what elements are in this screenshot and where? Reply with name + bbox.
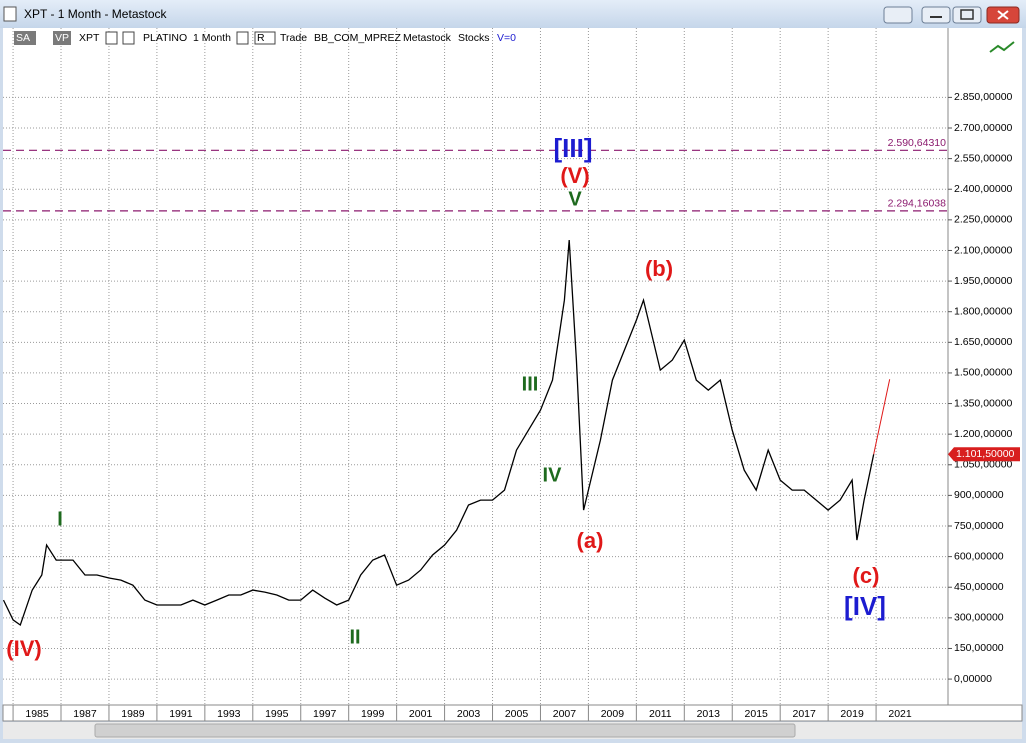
toolbar-button-bg[interactable] (14, 31, 36, 45)
toolbar-item[interactable]: BB_COM_MPREZ (314, 32, 402, 44)
wave-label: (c) (853, 563, 880, 588)
x-tick-label: 2021 (888, 708, 912, 720)
toolbar-item[interactable]: VP (55, 32, 69, 44)
y-tick-label: 0,00000 (954, 673, 992, 685)
y-tick-label: 1.350,00000 (954, 397, 1013, 409)
toolbar-icon[interactable] (989, 41, 1015, 53)
last-price-label: 1.101,50000 (956, 448, 1015, 460)
time-axis-panel (2, 704, 1023, 722)
wave-label: [III] (554, 133, 593, 163)
dropdown-box[interactable] (254, 31, 276, 45)
x-tick-label: 2009 (601, 708, 625, 720)
y-tick-label: 1.650,00000 (954, 336, 1013, 348)
toolbar: SA VP XPT PLATINO 1 Month R Trade BB_COM_MPREZ M… (14, 31, 516, 45)
x-tick-label: 2007 (553, 708, 577, 720)
wave-label: II (349, 626, 360, 648)
y-tick-label: 2.700,00000 (954, 122, 1013, 134)
toolbar-item[interactable]: SA (16, 32, 30, 44)
maximize-button[interactable] (952, 6, 982, 24)
y-tick-label: 1.500,00000 (954, 367, 1013, 379)
window-title: XPT - 1 Month - Metastock (24, 7, 167, 21)
y-tick-label: 2.400,00000 (954, 183, 1013, 195)
x-tick-label: 2005 (505, 708, 529, 720)
title-bar (0, 0, 1026, 28)
plot: 0,00000 150,00000 300,00000 450,00000 600,00… (2, 28, 1020, 721)
y-tick-label: 2.550,00000 (954, 152, 1013, 164)
x-tick-label: 1995 (265, 708, 289, 720)
x-tick-label: 1985 (25, 708, 49, 720)
wave-label: (IV) (6, 636, 41, 661)
y-tick-label: 750,00000 (954, 520, 1004, 532)
projection-line (873, 379, 891, 455)
toolbar-item[interactable]: R (257, 32, 265, 44)
y-tick-label: 1.800,00000 (954, 305, 1013, 317)
x-tick-label: 2003 (457, 708, 481, 720)
y-tick-label: 2.100,00000 (954, 244, 1013, 256)
toolbar-item[interactable]: 1 Month (193, 32, 231, 44)
y-tick-label: 1.950,00000 (954, 275, 1013, 287)
y-tick-label: 1.200,00000 (954, 428, 1013, 440)
x-tick-label: 2019 (840, 708, 864, 720)
wave-label: (V) (560, 163, 589, 188)
last-price-marker (948, 447, 1020, 462)
x-tick-label: 1989 (121, 708, 145, 720)
y-tick-label: 600,00000 (954, 550, 1004, 562)
value-axis-panel (948, 28, 1022, 705)
price-line (2, 240, 875, 627)
x-tick-label: 2013 (697, 708, 721, 720)
toolbar-item[interactable]: XPT (79, 32, 100, 44)
x-tick-label: 2011 (649, 708, 672, 720)
x-tick-label: 2017 (792, 708, 816, 720)
toolbar-item[interactable]: Trade (280, 32, 307, 44)
x-tick-label: 2001 (409, 708, 433, 720)
toolbar-item[interactable]: PLATINO (143, 32, 187, 44)
y-tick-label: 150,00000 (954, 642, 1004, 654)
dropdown-box[interactable] (105, 31, 118, 45)
wave-label: [IV] (844, 591, 886, 621)
y-tick-label: 900,00000 (954, 489, 1004, 501)
toolbar-item[interactable]: V=0 (497, 32, 516, 44)
x-tick-label: 1991 (169, 708, 193, 720)
x-tick-label: 1999 (361, 708, 385, 720)
dropdown-box[interactable] (122, 31, 135, 45)
x-tick-label: 1993 (217, 708, 241, 720)
level-label: 2.294,16038 (888, 198, 947, 210)
wave-label: (b) (645, 256, 673, 281)
wave-label: IV (543, 464, 563, 486)
window-icon (3, 6, 17, 22)
x-tick-label: 1987 (73, 708, 97, 720)
y-tick-label: 300,00000 (954, 612, 1004, 624)
dropdown-box[interactable] (236, 31, 249, 45)
plot-area (3, 28, 948, 705)
wave-label: V (568, 188, 582, 210)
wave-label: (a) (577, 528, 604, 553)
wave-label: I (57, 508, 63, 530)
level-label: 2.590,64310 (888, 137, 947, 149)
toolbar-item[interactable]: Metastock (403, 32, 452, 44)
x-tick-label: 1997 (313, 708, 337, 720)
minimize-button[interactable] (921, 6, 951, 24)
y-tick-label: 450,00000 (954, 581, 1004, 593)
restore-panes-button[interactable] (883, 6, 913, 24)
y-tick-label: 2.250,00000 (954, 214, 1013, 226)
scrollbar-thumb[interactable] (94, 723, 796, 738)
toolbar-item[interactable]: Stocks (458, 32, 490, 44)
y-tick-label: 1.050,00000 (954, 459, 1013, 471)
y-tick-label: 2.850,00000 (954, 91, 1013, 103)
wave-label: III (522, 373, 539, 395)
toolbar-button-bg[interactable] (53, 31, 71, 45)
x-tick-label: 2015 (745, 708, 769, 720)
